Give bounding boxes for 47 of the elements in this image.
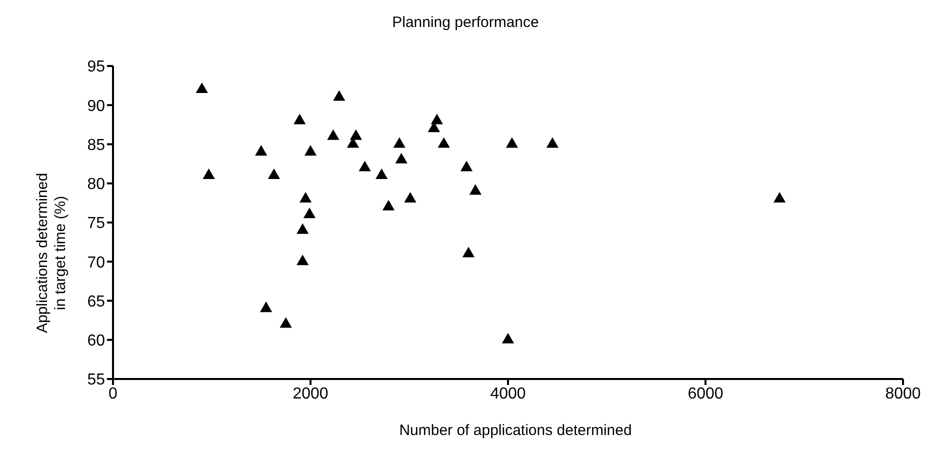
point: [506, 137, 518, 148]
point: [196, 82, 208, 93]
point: [469, 184, 482, 195]
point: [296, 254, 309, 266]
point: [395, 152, 408, 164]
chart-title: Planning performance: [391, 14, 540, 31]
y-tick-label: 75: [87, 215, 106, 232]
point: [382, 200, 395, 210]
point: [280, 317, 292, 328]
y-tick-label: 95: [87, 58, 106, 76]
point: [393, 137, 406, 148]
point: [268, 168, 280, 180]
y-tick-label: 70: [87, 254, 106, 272]
y-tick-label: 55: [87, 372, 106, 389]
point: [260, 302, 272, 312]
point: [404, 192, 416, 203]
point: [376, 168, 388, 180]
point: [333, 90, 346, 101]
point: [438, 137, 450, 148]
x-tick-label: 4000: [490, 385, 526, 402]
x-tick-label: 0: [108, 385, 118, 402]
point: [773, 192, 786, 203]
point: [460, 160, 473, 172]
point: [303, 208, 316, 218]
point: [296, 223, 309, 234]
x-tick-label: 8000: [885, 385, 921, 402]
y-tick-label: 80: [87, 176, 106, 194]
point: [358, 160, 371, 172]
point: [502, 332, 514, 344]
point: [304, 145, 317, 156]
x-tick-label: 2000: [292, 385, 328, 402]
point: [255, 145, 268, 156]
point: [327, 129, 340, 140]
point: [462, 246, 475, 258]
point: [299, 192, 312, 203]
point: [546, 137, 559, 148]
point: [430, 114, 443, 124]
y-tick-label: 85: [87, 136, 106, 154]
x-axis-title: Number of applications determined: [398, 422, 633, 439]
x-tick-label: 6000: [688, 385, 724, 402]
y-tick-label: 60: [87, 332, 106, 350]
y-tick-label: 90: [87, 98, 106, 115]
y-tick-label: 65: [87, 293, 106, 310]
y-axis-title: Applications determined in target time (%): [34, 172, 69, 334]
point: [202, 168, 215, 180]
point: [294, 114, 306, 124]
point: [350, 129, 362, 140]
